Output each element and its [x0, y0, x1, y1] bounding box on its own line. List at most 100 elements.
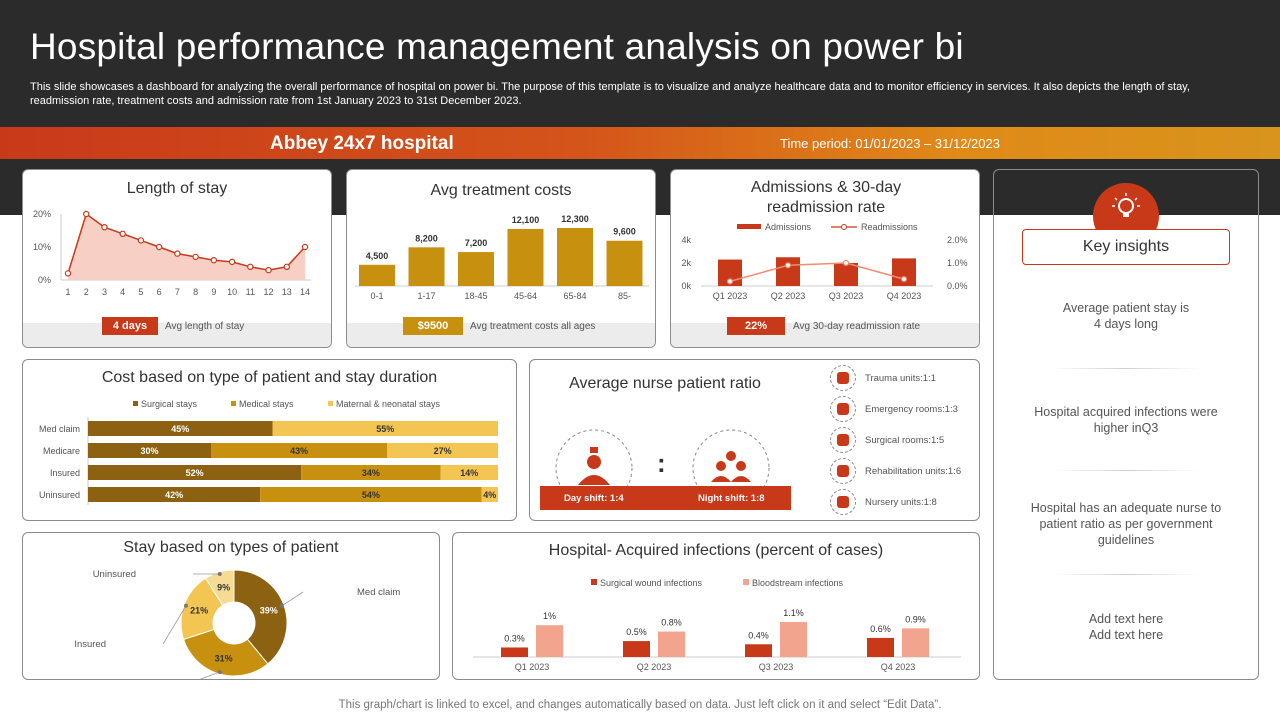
x-tick-label: Q1 2023 — [515, 662, 550, 672]
x-tick-label: 1-17 — [417, 291, 435, 301]
bar — [623, 641, 650, 657]
infections-card[interactable]: Hospital- Acquired infections (percent o… — [452, 532, 980, 680]
data-label: 45% — [171, 424, 189, 434]
divider — [1050, 470, 1200, 471]
leader-dot — [279, 603, 284, 608]
data-label: 34% — [362, 468, 380, 478]
data-point — [283, 263, 290, 271]
bar — [536, 625, 563, 657]
cost-type-card[interactable]: Cost based on type of patient and stay d… — [22, 359, 517, 521]
y2-tick-label: 0.0% — [947, 281, 968, 291]
length-of-stay-chart[interactable]: 0%10%20%1 2 3 4 5 6 7 8 9 10 11 12 13 14 — [23, 204, 332, 324]
data-label: 1.1% — [783, 608, 804, 618]
bar — [780, 622, 807, 657]
data-label: 0.4% — [748, 630, 769, 640]
area-fill — [68, 214, 305, 280]
data-label: 12,300 — [561, 214, 589, 224]
kpi-label: Avg length of stay — [165, 321, 245, 332]
bar-segment — [481, 487, 498, 502]
bar — [408, 247, 445, 286]
data-label: 7,200 — [465, 238, 488, 248]
unit-label: Nursery units:1:8 — [865, 497, 937, 508]
data-point — [192, 253, 199, 261]
data-label: 1% — [543, 611, 556, 621]
page-title: Hospital performance management analysis… — [30, 26, 964, 67]
bar — [606, 240, 643, 286]
leader-line — [162, 605, 187, 645]
x-tick-label: 45-64 — [514, 291, 537, 301]
x-tick-label: 14 — [300, 287, 310, 297]
data-point — [726, 278, 734, 285]
category-label: Uninsured — [93, 569, 136, 580]
data-label: 4% — [483, 490, 496, 500]
legend-label: Medical stays — [239, 399, 294, 409]
admissions-card[interactable]: Admissions & 30-day readmission rate Adm… — [670, 169, 980, 348]
leader-dot — [184, 603, 189, 608]
unit-label: Emergency rooms:1:3 — [865, 404, 958, 415]
length-of-stay-card[interactable]: Length of stay 0% 10% 20% 1 2 3 4 5 6 7 8 9 10 11 12 13… — [22, 169, 332, 348]
y-tick-label: 4k — [681, 235, 691, 245]
nurse-ratio-card[interactable]: Average nurse patient ratio : Day shift:… — [529, 359, 980, 521]
card-title: Stay based on types of patient — [123, 539, 339, 556]
treatment-costs-chart[interactable]: 4,500 0-1 8,200 1-17 7,200 18-45 12,100 45-64 12… — [347, 204, 656, 324]
y-tick-label: 20% — [33, 209, 51, 219]
card-title: Cost based on type of patient and stay d… — [101, 369, 438, 386]
legend-swatch — [133, 401, 138, 406]
bar-segment — [88, 465, 302, 480]
bar — [902, 628, 929, 657]
data-label: 27% — [434, 446, 452, 456]
unit-icon — [830, 365, 856, 391]
x-tick-label: 0-1 — [370, 291, 383, 301]
bar-segment — [387, 443, 498, 458]
unit-label: Rehabilitation units:1:6 — [865, 466, 962, 477]
stay-types-chart[interactable]: 39%31%21%9%Med claimMedicareInsuredUnins… — [23, 561, 440, 680]
data-point — [101, 224, 108, 231]
x-tick-label: 65-84 — [563, 291, 586, 301]
admissions-chart[interactable]: Admissions Readmissions 0k 2k 4k 0.0% 1.0% 2.0%… — [671, 220, 980, 320]
data-point — [842, 259, 850, 267]
data-point — [247, 263, 254, 271]
patients-icon — [711, 451, 751, 482]
x-tick-label: 2 — [84, 287, 89, 297]
y-tick-label: Insured — [50, 468, 80, 478]
unit-icon-glyph — [837, 465, 849, 477]
x-tick-label: 9 — [211, 287, 216, 297]
unit-icon — [830, 458, 856, 484]
cost-type-chart[interactable]: Surgical stays Medical stays Maternal & ne… — [23, 392, 517, 517]
y2-tick-label: 2.0% — [947, 235, 968, 245]
legend-swatch — [743, 579, 749, 585]
data-label: 9,600 — [613, 227, 636, 237]
unit-icon — [830, 396, 856, 422]
legend-swatch — [328, 401, 333, 406]
data-label: 42% — [165, 490, 183, 500]
bar-segment — [88, 443, 211, 458]
legend-label: Admissions — [765, 222, 812, 232]
kpi-value: 4 days — [102, 317, 158, 335]
x-tick-label: 6 — [157, 287, 162, 297]
lightbulb-icon — [1112, 193, 1140, 217]
x-tick-label: Q2 2023 — [637, 662, 672, 672]
data-point — [265, 266, 272, 274]
infections-chart[interactable]: Surgical wound infections Bloodstream inf… — [453, 563, 980, 678]
bar — [834, 263, 858, 286]
data-label: 12,100 — [512, 215, 540, 225]
data-point — [900, 275, 908, 283]
bar-segment — [301, 465, 441, 480]
legend-marker — [841, 224, 847, 230]
kpi-strip — [347, 323, 655, 347]
kpi-label: Avg 30-day readmission rate — [793, 321, 921, 332]
stay-types-card[interactable]: Stay based on types of patient 39% 31% 21%… — [22, 532, 440, 680]
shift-bar — [540, 486, 791, 510]
data-point — [137, 237, 145, 244]
data-label: 31% — [215, 654, 233, 664]
x-tick-label: Q4 2023 — [887, 291, 922, 301]
legend-label: Surgical stays — [141, 399, 198, 409]
night-nurse-circle — [692, 429, 770, 507]
treatment-costs-card[interactable]: Avg treatment costs 4,500 0-1 8,200 1-17 7,2… — [346, 169, 656, 348]
data-label: 9% — [217, 582, 230, 592]
bar-segment — [211, 443, 388, 458]
kpi-label: Avg treatment costs all ages — [470, 321, 596, 332]
unit-icon — [830, 427, 856, 453]
data-point — [784, 262, 792, 269]
legend-swatch — [591, 579, 597, 585]
